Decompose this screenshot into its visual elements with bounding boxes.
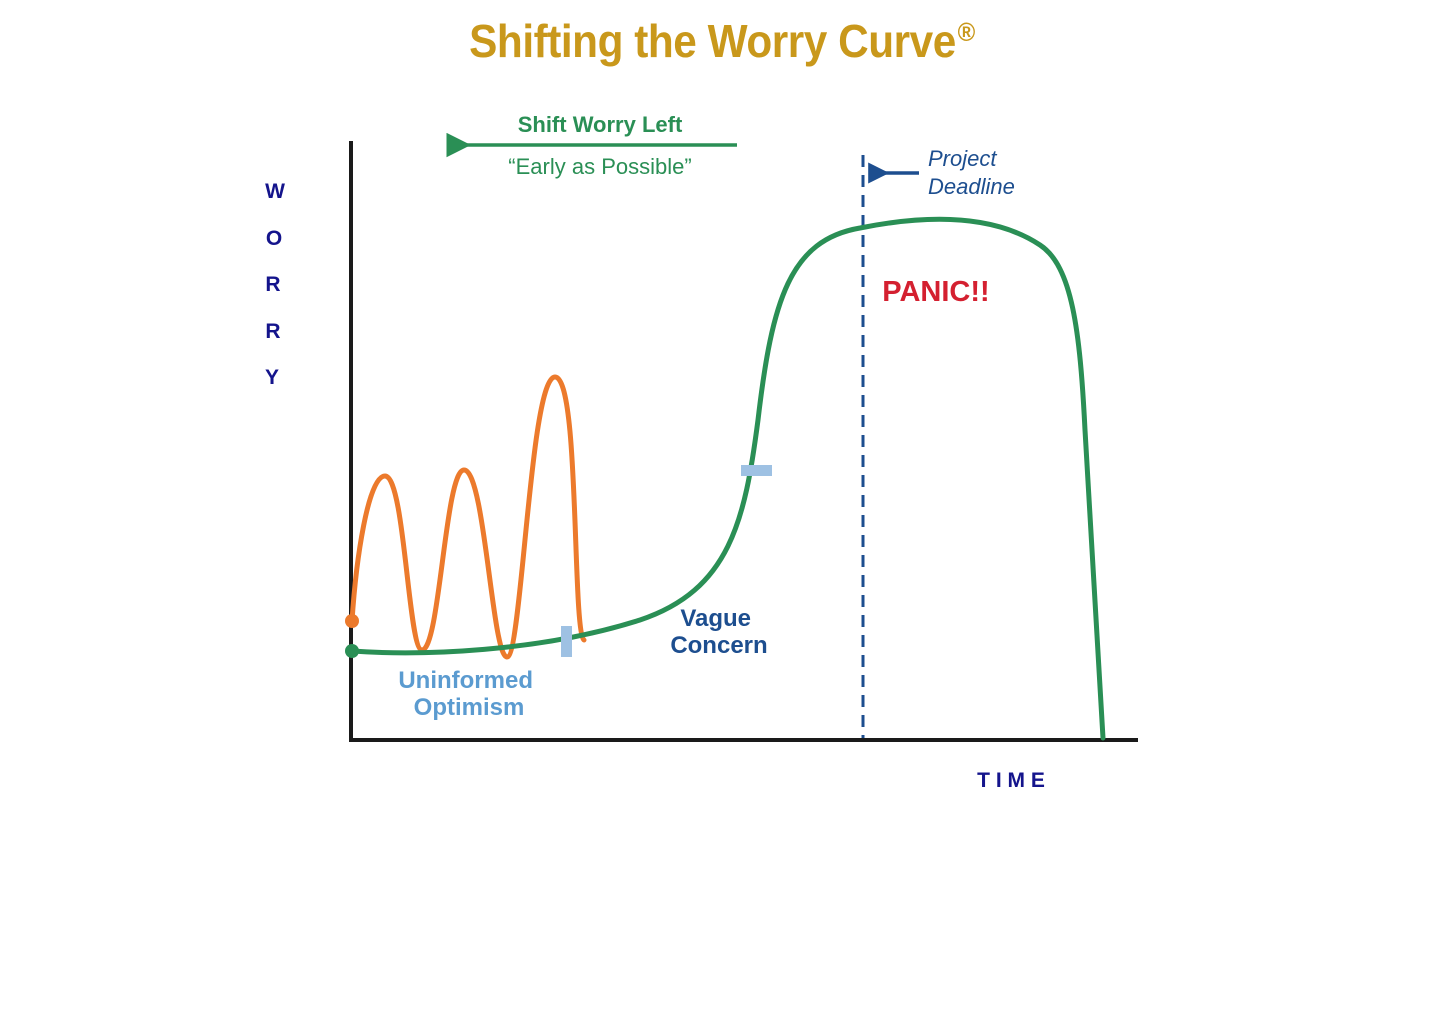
phase-marker [561,626,572,657]
project-deadline-line1: Project [928,146,997,171]
vague-concern-line2: Concern [670,632,767,659]
shifted-worry-curve [349,216,1106,741]
y-axis-letter: R [265,320,280,343]
shift-worry-left-label: Shift Worry Left [518,112,683,137]
y-axis-label: W O R R Y [265,180,285,389]
registered-mark: ® [957,17,976,47]
page-title: Shifting the Worry Curve® [58,14,1386,68]
phase-marker [741,465,772,476]
uninformed-optimism-line1: Uninformed [398,667,533,694]
panic-label: PANIC!! [882,276,989,308]
shifted-curve-start-dot [345,644,359,658]
y-axis-letter: O [266,227,282,250]
early-as-possible-label: “Early as Possible” [508,154,691,179]
y-axis-letter: R [265,273,280,296]
project-deadline-label: Project Deadline [928,146,1015,199]
vague-concern-line1: Vague [680,605,751,632]
y-axis-letter: Y [265,366,279,389]
original-curve-start-dot [345,614,359,628]
uninformed-optimism-label: Uninformed Optimism [398,667,539,721]
project-deadline-line2: Deadline [928,174,1015,199]
vague-concern-label: Vague Concern [670,605,767,659]
original-worry-curve [349,374,587,660]
title-text: Shifting the Worry Curve [469,15,956,67]
uninformed-optimism-line2: Optimism [414,694,525,721]
x-axis-label: T I M E [977,769,1045,792]
y-axis-letter: W [265,180,285,203]
